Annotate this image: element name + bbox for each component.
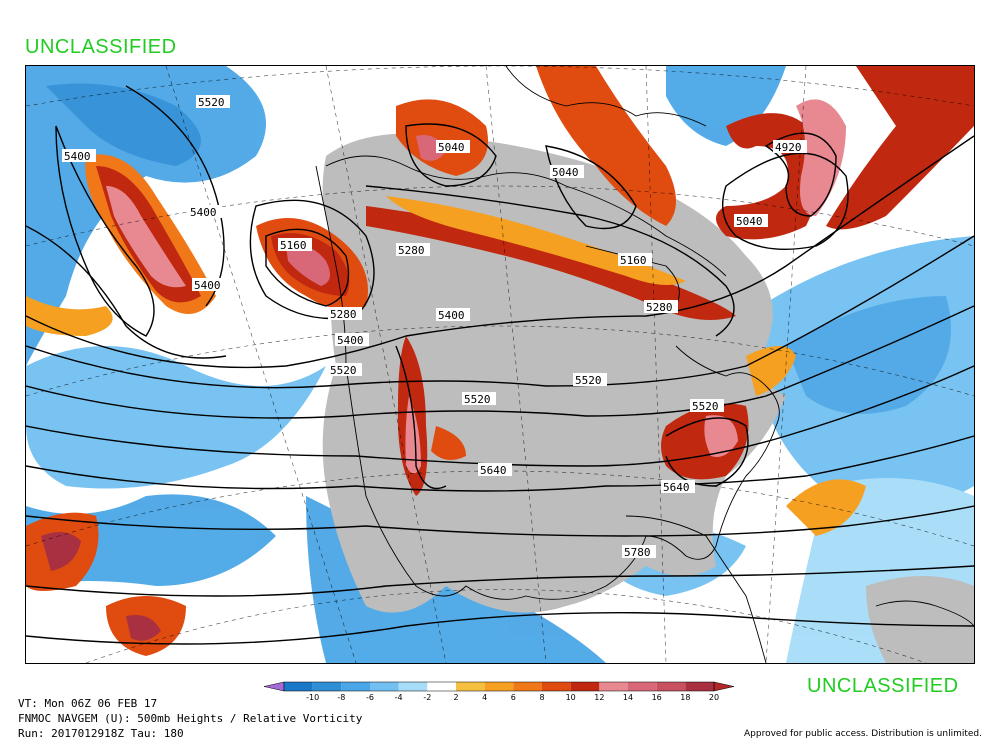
contour-label: 5160 [278, 238, 312, 252]
contour-label: 5520 [462, 392, 496, 406]
legend-tick-label: 8 [539, 693, 544, 702]
legend-swatch [341, 682, 370, 691]
svg-text:5780: 5780 [624, 546, 651, 559]
legend-swatch [427, 682, 456, 691]
legend-swatch [456, 682, 485, 691]
svg-text:5400: 5400 [438, 309, 465, 322]
svg-text:5040: 5040 [438, 141, 465, 154]
contour-label: 5520 [328, 363, 362, 377]
contour-label: 5400 [62, 149, 96, 163]
svg-text:5040: 5040 [552, 166, 579, 179]
legend-swatch [513, 682, 542, 691]
legend-arrow-high [713, 681, 735, 692]
legend-swatch [599, 682, 628, 691]
legend-arrow-low [263, 681, 285, 692]
legend-swatch [542, 682, 571, 691]
legend-swatch [656, 682, 686, 691]
legend-tick-label: 6 [511, 693, 516, 702]
contour-label: 5040 [436, 140, 470, 154]
legend-swatch [312, 682, 342, 691]
legend-swatch [284, 682, 313, 691]
svg-text:5520: 5520 [464, 393, 491, 406]
svg-text:5400: 5400 [194, 279, 221, 292]
map-panel: 5520 5400 5400 5400 5160 5280 5040 5040 … [25, 65, 975, 664]
svg-text:5280: 5280 [398, 244, 425, 257]
legend-swatch [370, 682, 399, 691]
legend-tick-label: 4 [482, 693, 487, 702]
model-description-text: FNMOC NAVGEM (U): 500mb Heights / Relati… [18, 712, 363, 725]
svg-text:5160: 5160 [280, 239, 307, 252]
contour-label: 5280 [396, 243, 430, 257]
legend-swatch [570, 682, 600, 691]
contour-label: 5640 [478, 463, 512, 477]
svg-text:5520: 5520 [692, 400, 719, 413]
contour-label: 5520 [690, 399, 724, 413]
contour-label: 5400 [188, 205, 222, 219]
contour-label: 5400 [436, 308, 470, 322]
legend-swatch [398, 682, 428, 691]
contour-label: 4920 [773, 140, 807, 154]
contour-label: 5780 [622, 545, 656, 559]
contour-label: 5280 [644, 300, 678, 314]
svg-text:5400: 5400 [337, 334, 364, 347]
svg-text:5160: 5160 [620, 254, 647, 267]
legend-tick-label: 14 [623, 693, 633, 702]
legend-tick-label: -4 [395, 693, 403, 702]
legend-tick-label: 20 [709, 693, 719, 702]
contour-label: 5160 [618, 253, 652, 267]
contour-label: 5520 [196, 95, 230, 109]
legend-tick-label: 2 [453, 693, 458, 702]
legend-tick-label: 16 [652, 693, 662, 702]
contour-label: 5520 [573, 373, 607, 387]
legend-outline [283, 681, 715, 692]
height-contours [26, 85, 974, 645]
coastlines [315, 66, 974, 663]
run-info-text: Run: 2017012918Z Tau: 180 [18, 727, 184, 740]
svg-text:5280: 5280 [646, 301, 673, 314]
distribution-statement: Approved for public access. Distribution… [744, 729, 982, 739]
legend-tick-label: 18 [680, 693, 690, 702]
contour-label: 5280 [328, 307, 362, 321]
svg-text:5400: 5400 [64, 150, 91, 163]
legend-tick-label: -6 [366, 693, 374, 702]
legend-swatch [484, 682, 514, 691]
legend-swatch [685, 682, 714, 691]
vorticity-height-map: 5520 5400 5400 5400 5160 5280 5040 5040 … [26, 66, 974, 663]
svg-text:5520: 5520 [198, 96, 225, 109]
contour-label: 5640 [661, 480, 695, 494]
svg-text:5280: 5280 [330, 308, 357, 321]
valid-time-text: VT: Mon 06Z 06 FEB 17 [18, 697, 158, 710]
contour-label: 5400 [335, 333, 369, 347]
svg-text:5520: 5520 [575, 374, 602, 387]
legend-tick-label: -10 [306, 693, 319, 702]
legend-tick-label: 12 [594, 693, 604, 702]
legend-tick-label: 10 [566, 693, 576, 702]
classification-bottom-label: UNCLASSIFIED [807, 675, 959, 697]
legend-tick-labels: -10 -8 -6 -4 -2 2 4 6 8 10 12 14 16 18 20 [306, 693, 719, 702]
contour-label-group: 5520 5400 5400 5400 5160 5280 5040 5040 … [62, 95, 807, 559]
svg-text:5400: 5400 [190, 206, 217, 219]
legend-tick-label: -8 [337, 693, 345, 702]
contour-label: 5400 [192, 278, 226, 292]
svg-text:5640: 5640 [663, 481, 690, 494]
legend-swatch [628, 682, 657, 691]
svg-text:5520: 5520 [330, 364, 357, 377]
classification-top-label: UNCLASSIFIED [25, 36, 177, 58]
contour-label: 5040 [734, 214, 768, 228]
positive-vorticity-shading [26, 66, 974, 656]
contour-label: 5040 [550, 165, 584, 179]
svg-text:4920: 4920 [775, 141, 802, 154]
svg-text:5640: 5640 [480, 464, 507, 477]
legend-color-bar [263, 681, 735, 692]
vorticity-color-legend: -10 -8 -6 -4 -2 2 4 6 8 10 12 14 16 18 20 [263, 681, 735, 702]
legend-tick-label: -2 [423, 693, 431, 702]
svg-text:5040: 5040 [736, 215, 763, 228]
